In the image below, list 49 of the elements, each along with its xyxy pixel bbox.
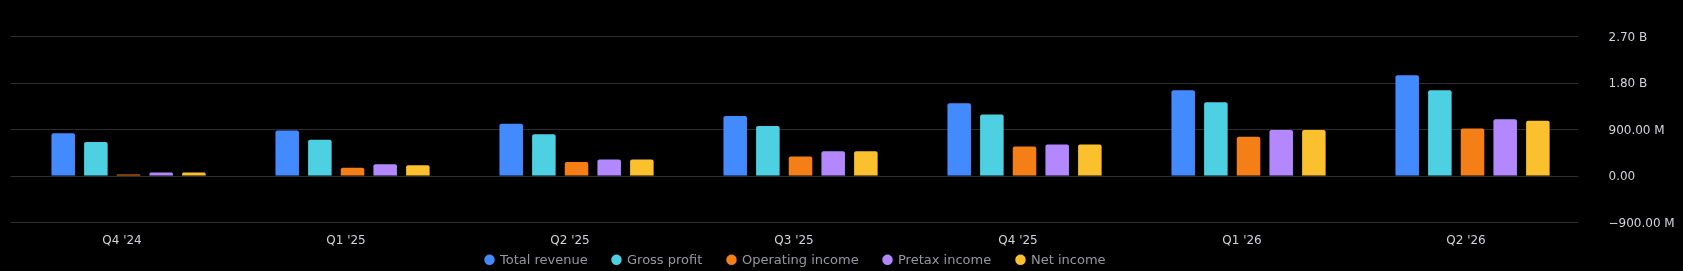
x-tick-label: Q1 '26	[1222, 232, 1262, 247]
y-tick-label: 0.00	[1608, 169, 1636, 183]
y-tick-label: −900.00 M	[1608, 215, 1675, 230]
bar	[51, 133, 75, 176]
bar	[84, 141, 108, 176]
x-tick-label: Q3 '25	[774, 232, 814, 247]
bar	[1171, 90, 1195, 176]
bar	[1045, 144, 1069, 176]
legend-label: Gross profit	[627, 251, 703, 267]
bar	[1428, 90, 1452, 176]
y-tick-label: 1.80 B	[1608, 76, 1648, 90]
bar	[947, 103, 971, 176]
bar	[821, 151, 845, 176]
bar	[980, 114, 1004, 176]
x-tick-label: Q4 '25	[998, 232, 1038, 247]
bar	[854, 151, 878, 176]
legend-label: Operating income	[742, 251, 859, 267]
bar	[373, 164, 397, 176]
bar	[597, 159, 621, 176]
bar	[1204, 102, 1228, 176]
bar	[1460, 128, 1485, 176]
x-tick-label: Q2 '26	[1446, 232, 1486, 247]
bar	[275, 130, 299, 176]
x-tick-label: Q4 '24	[102, 232, 142, 247]
x-tick-label: Q1 '25	[326, 232, 366, 247]
bar	[788, 156, 813, 176]
bar	[1526, 120, 1550, 176]
bar	[756, 125, 780, 176]
y-tick-label: 2.70 B	[1608, 29, 1648, 44]
bar	[1012, 146, 1037, 176]
y-tick-label: 900.00 M	[1608, 122, 1665, 137]
bar	[406, 165, 430, 176]
bar	[308, 139, 332, 176]
x-tick-label: Q2 '25	[550, 232, 590, 247]
bar	[1395, 75, 1419, 176]
legend-label: Net income	[1031, 251, 1106, 267]
bar	[630, 159, 654, 176]
bar	[1236, 136, 1261, 176]
bar	[723, 116, 747, 176]
bar	[1493, 119, 1517, 176]
bar	[499, 123, 523, 176]
legend-label: Pretax income	[898, 251, 992, 267]
legend-label: Total revenue	[499, 251, 588, 267]
bar	[1078, 144, 1102, 176]
bar	[1269, 130, 1293, 176]
bar	[564, 162, 589, 176]
bar	[1302, 130, 1326, 176]
bar	[340, 167, 365, 176]
bar	[532, 134, 556, 176]
